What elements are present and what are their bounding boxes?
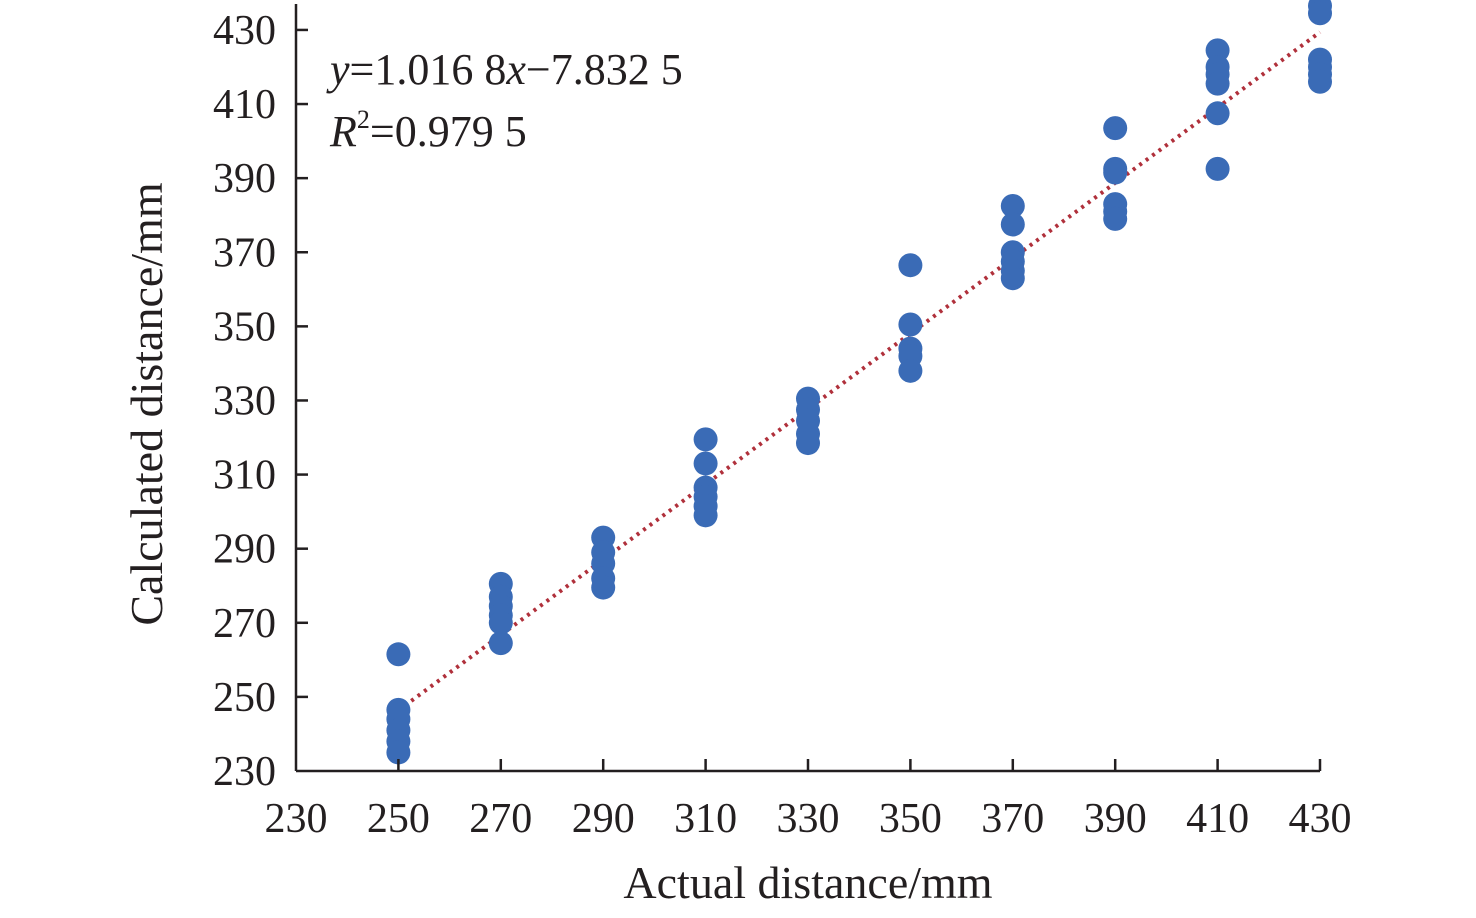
data-point [1103, 160, 1128, 185]
data-point [1205, 71, 1230, 96]
equation-x-var: x [505, 45, 526, 94]
x-axis-title: Actual distance/mm [623, 857, 992, 908]
x-tick-label: 410 [1186, 796, 1249, 842]
regression-equation: y=1.016 8x−7.832 5 [326, 45, 683, 94]
y-tick-label: 310 [213, 453, 276, 499]
data-point [386, 740, 411, 765]
y-tick-label: 370 [213, 230, 276, 276]
data-point [488, 631, 513, 656]
r-squared-var: R [329, 107, 357, 156]
data-point [796, 431, 820, 456]
data-point [1103, 206, 1128, 231]
data-point [386, 642, 411, 667]
y-tick-label: 270 [213, 601, 276, 647]
data-point [898, 312, 923, 337]
x-tick-label: 250 [367, 796, 430, 842]
x-tick-label: 390 [1084, 796, 1147, 842]
y-tick-label: 430 [213, 8, 276, 54]
data-point [1103, 116, 1128, 141]
equation-part2: −7.832 5 [526, 45, 683, 94]
r-squared-value: =0.979 5 [370, 107, 527, 156]
data-point [488, 610, 513, 635]
x-tick-label: 350 [879, 796, 942, 842]
data-point [1308, 1, 1332, 26]
x-tick-label: 430 [1289, 796, 1352, 842]
equation-y-var: y [326, 45, 350, 94]
data-point [898, 358, 923, 383]
y-tick-label: 290 [213, 527, 276, 573]
x-tick-label: 290 [572, 796, 635, 842]
y-ticks-layer: 230 250 270 290 310 330 350 370 390 410 430 [213, 8, 308, 795]
data-point [693, 427, 718, 452]
y-tick-label: 250 [213, 675, 276, 721]
x-tick-label: 230 [265, 796, 328, 842]
r-squared-label: R2=0.979 5 [329, 105, 527, 156]
data-point [1000, 193, 1025, 218]
trendline [397, 30, 1322, 712]
r-squared-sup: 2 [357, 105, 370, 134]
x-tick-label: 370 [981, 796, 1044, 842]
data-points-layer [386, 0, 1332, 765]
y-tick-label: 390 [213, 156, 276, 202]
x-tick-label: 310 [674, 796, 737, 842]
data-point [693, 503, 718, 528]
y-tick-label: 350 [213, 304, 276, 350]
data-point [898, 253, 923, 278]
x-tick-label: 270 [469, 796, 532, 842]
y-tick-label: 330 [213, 378, 276, 424]
equation-part1: =1.016 8 [350, 45, 507, 94]
x-ticks-layer: 230 250 270 290 310 330 350 370 390 410 430 [265, 759, 1352, 842]
y-tick-label: 410 [213, 82, 276, 128]
data-point [1205, 156, 1230, 181]
data-point [591, 575, 616, 600]
data-point [1000, 212, 1025, 237]
data-point [1205, 38, 1230, 63]
x-tick-label: 330 [777, 796, 840, 842]
data-point [1205, 101, 1230, 126]
data-point [1000, 266, 1025, 291]
trendline-layer [397, 30, 1322, 712]
data-point [693, 451, 718, 476]
y-tick-label: 230 [213, 749, 276, 795]
y-axis-title: Calculated distance/mm [121, 182, 172, 625]
data-point [1308, 69, 1332, 94]
